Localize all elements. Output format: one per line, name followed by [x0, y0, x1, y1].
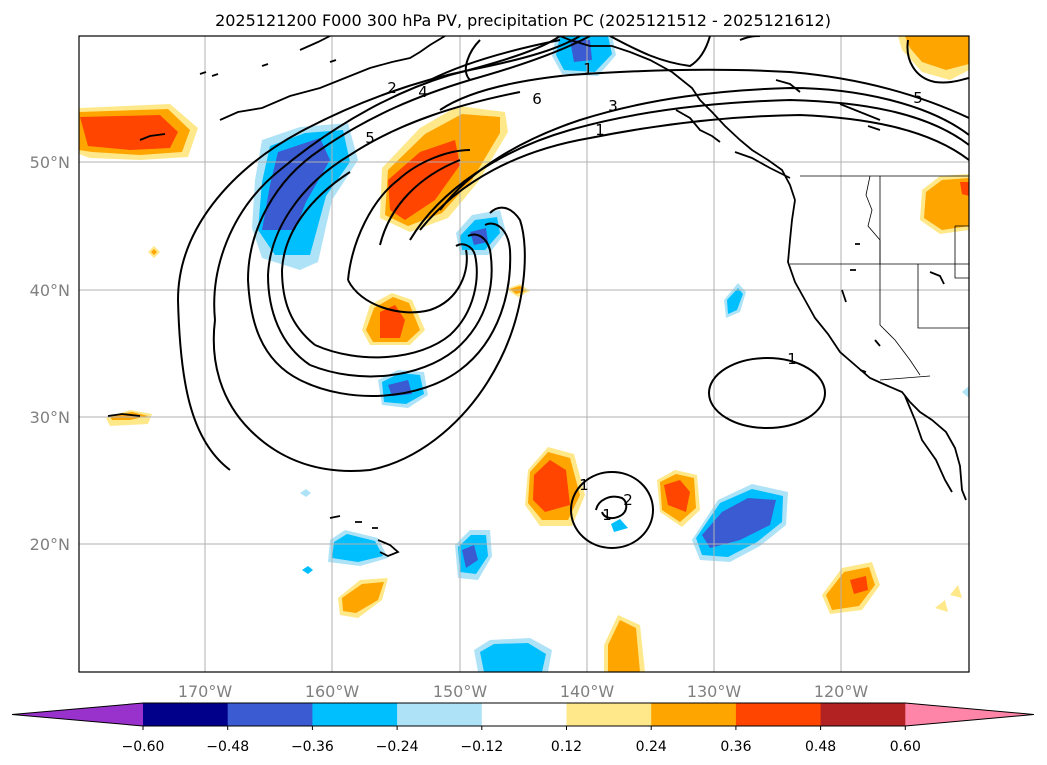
contour-label: 3 — [608, 97, 618, 115]
map-panel: 2 4 6 3 1 5 1 5 1 1 2 1 — [78, 35, 970, 673]
lon-label: 120°W — [814, 682, 869, 701]
colorbar-tick-label: 0.24 — [636, 739, 667, 755]
state-borders — [790, 175, 969, 381]
lon-label: 170°W — [178, 682, 233, 701]
colorbar-tick-label: −0.36 — [291, 739, 334, 755]
colorbar-segment — [820, 703, 906, 726]
colorbar-tick-label: 0.60 — [890, 739, 921, 755]
lat-label: 30°N — [30, 408, 70, 427]
contour-label: 2 — [387, 79, 397, 97]
colorbar-tick-label: −0.60 — [122, 739, 165, 755]
lon-label: 160°W — [305, 682, 360, 701]
contour-label: 5 — [913, 89, 923, 107]
lat-label: 20°N — [30, 535, 70, 554]
colorbar: −0.60 −0.48 −0.36 −0.24 −0.12 0.12 0.24 0.36 0.4… — [11, 702, 1035, 755]
longitude-labels: 170°W 160°W 150°W 140°W 130°W 120°W — [178, 682, 869, 701]
lon-label: 140°W — [560, 682, 615, 701]
colorbar-tick-label: 0.12 — [551, 739, 582, 755]
colorbar-segment — [227, 703, 313, 726]
graticule — [79, 36, 969, 672]
pv-contours — [176, 36, 969, 549]
colorbar-segment — [566, 703, 652, 726]
colorbar-segment — [312, 703, 398, 726]
colorbar-tick-label: −0.48 — [206, 739, 249, 755]
lon-label: 130°W — [687, 682, 742, 701]
colorbar-extend-low — [12, 703, 143, 726]
lon-label: 150°W — [433, 682, 488, 701]
colorbar-tick-label: 0.48 — [805, 739, 836, 755]
colorbar-segment — [397, 703, 483, 726]
contour-label: 5 — [365, 129, 375, 147]
precip-shading — [79, 36, 969, 672]
colorbar-segment — [651, 703, 737, 726]
lat-label: 50°N — [30, 153, 70, 172]
coastlines — [107, 36, 967, 557]
contour-label: 1 — [595, 121, 605, 139]
lat-label: 40°N — [30, 281, 70, 300]
latitude-labels: 50°N 40°N 30°N 20°N — [30, 153, 70, 554]
contour-label: 4 — [418, 83, 428, 101]
contour-label-group: 2 4 6 3 1 5 1 5 1 1 2 1 — [365, 60, 923, 524]
colorbar-segment — [481, 703, 567, 726]
colorbar-segment — [143, 703, 229, 726]
map-background — [79, 36, 969, 672]
colorbar-tick-label: −0.12 — [460, 739, 503, 755]
contour-label: 1 — [602, 506, 612, 524]
colorbar-tick-label: 0.36 — [720, 739, 751, 755]
map-frame — [78, 35, 970, 673]
contour-label: 1 — [583, 60, 593, 78]
contour-label: 2 — [623, 491, 633, 509]
contour-label: 1 — [579, 476, 589, 494]
contour-label: 1 — [787, 350, 797, 368]
contour-label: 6 — [532, 90, 542, 108]
colorbar-tick-label: −0.24 — [376, 739, 419, 755]
colorbar-extend-high — [905, 703, 1034, 726]
figure-title: 2025121200 F000 300 hPa PV, precipitatio… — [215, 11, 831, 30]
colorbar-segment — [735, 703, 822, 726]
